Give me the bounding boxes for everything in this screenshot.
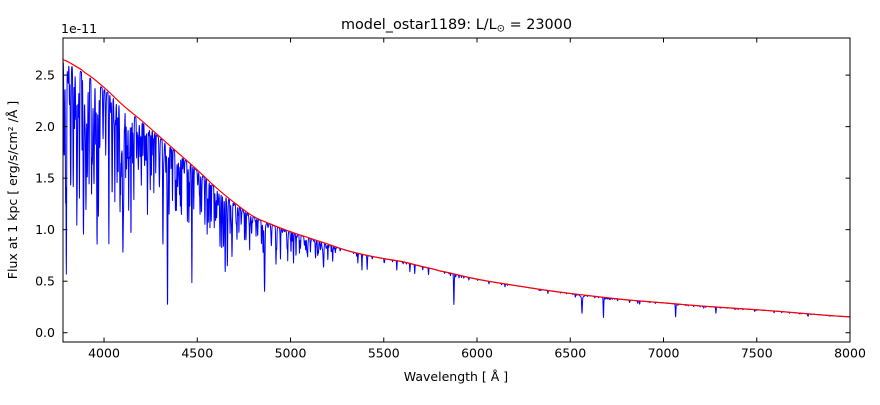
axes-layer: 4000 4500 5000 5500 6000 6500 7000 7500 8000 0.0 0… <box>35 37 866 361</box>
plot-frame <box>62 37 851 343</box>
y-tick-label: 0.0 <box>35 325 55 340</box>
x-tick-label: 5500 <box>368 346 400 361</box>
x-tick-label: 7000 <box>648 346 680 361</box>
y-axis-label: Flux at 1 kpc [ erg/s/cm² /Å ] <box>5 101 20 279</box>
x-tick-label: 6500 <box>554 346 586 361</box>
y-tick-label: 2.0 <box>35 119 55 134</box>
y-tick-label: 0.5 <box>35 274 55 289</box>
x-tick-label: 8000 <box>834 346 866 361</box>
x-tick-label: 6000 <box>461 346 493 361</box>
y-tick-label: 2.5 <box>35 67 55 82</box>
x-tick-label: 7500 <box>741 346 773 361</box>
y-tick-label: 1.5 <box>35 170 55 185</box>
y-offset-text: 1e-11 <box>61 21 97 36</box>
x-axis-label: Wavelength [ Å ] <box>404 369 508 384</box>
data-layer <box>63 59 850 319</box>
plot-title: model_ostar1189: L/L⊙ = 23000 <box>341 17 572 35</box>
x-tick-label: 5000 <box>275 346 307 361</box>
x-tick-label: 4500 <box>181 346 213 361</box>
x-tick-label: 4000 <box>88 346 120 361</box>
continuum-line <box>63 59 850 318</box>
y-tick-label: 1.0 <box>35 222 55 237</box>
